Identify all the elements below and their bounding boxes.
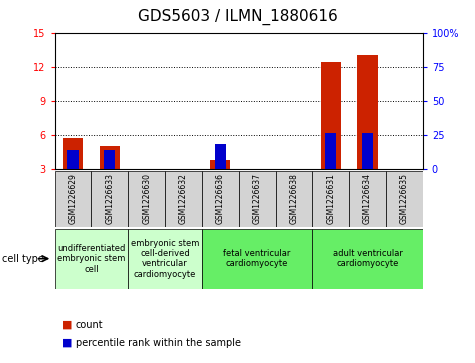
Bar xyxy=(165,171,202,227)
Text: percentile rank within the sample: percentile rank within the sample xyxy=(76,338,241,348)
Text: GSM1226629: GSM1226629 xyxy=(68,173,77,224)
Text: count: count xyxy=(76,320,104,330)
Text: cell type: cell type xyxy=(2,254,44,264)
Bar xyxy=(128,229,202,289)
Text: GSM1226636: GSM1226636 xyxy=(216,173,225,224)
Text: GSM1226632: GSM1226632 xyxy=(179,173,188,224)
Text: GDS5603 / ILMN_1880616: GDS5603 / ILMN_1880616 xyxy=(138,9,337,25)
Text: GSM1226631: GSM1226631 xyxy=(326,173,335,224)
Text: GSM1226630: GSM1226630 xyxy=(142,173,151,224)
Text: GSM1226637: GSM1226637 xyxy=(253,173,262,224)
Text: adult ventricular
cardiomyocyte: adult ventricular cardiomyocyte xyxy=(332,249,402,268)
Bar xyxy=(349,171,386,227)
Bar xyxy=(362,133,373,169)
Bar xyxy=(104,150,115,169)
Bar xyxy=(100,146,120,169)
Text: GSM1226638: GSM1226638 xyxy=(289,173,298,224)
Text: GSM1226633: GSM1226633 xyxy=(105,173,114,224)
Bar xyxy=(128,171,165,227)
Bar xyxy=(313,229,423,289)
Bar xyxy=(238,171,276,227)
Bar xyxy=(67,150,78,169)
Bar xyxy=(313,171,349,227)
Bar xyxy=(325,133,336,169)
Bar xyxy=(202,229,313,289)
Text: ■: ■ xyxy=(62,338,72,348)
Text: embryonic stem
cell-derived
ventricular
cardiomyocyte: embryonic stem cell-derived ventricular … xyxy=(131,238,199,279)
Bar xyxy=(55,229,128,289)
Bar xyxy=(321,62,341,169)
Text: GSM1226634: GSM1226634 xyxy=(363,173,372,224)
Bar xyxy=(91,171,128,227)
Bar xyxy=(276,171,313,227)
Text: fetal ventricular
cardiomyocyte: fetal ventricular cardiomyocyte xyxy=(223,249,291,268)
Bar xyxy=(215,144,226,169)
Text: GSM1226635: GSM1226635 xyxy=(400,173,409,224)
Bar xyxy=(357,56,378,169)
Bar xyxy=(386,171,423,227)
Bar xyxy=(210,160,230,169)
Bar xyxy=(55,171,91,227)
Bar xyxy=(63,138,83,169)
Text: undifferentiated
embryonic stem
cell: undifferentiated embryonic stem cell xyxy=(57,244,125,274)
Text: ■: ■ xyxy=(62,320,72,330)
Bar xyxy=(202,171,238,227)
